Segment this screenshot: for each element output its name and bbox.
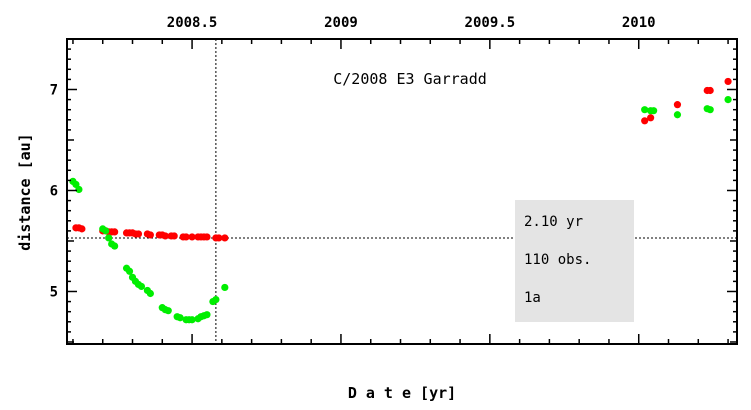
chart-title: C/2008 E3 Garradd [333, 70, 487, 88]
green-data-point [111, 242, 119, 250]
y-tick-label: 6 [50, 183, 58, 199]
info-box-line: 2.10 yr [524, 214, 583, 230]
green-data-point [221, 283, 229, 292]
red-data-point [134, 230, 143, 238]
axis-ticks [67, 38, 737, 344]
red-data-point [170, 232, 178, 240]
green-data-point [125, 267, 134, 275]
red-data-point [188, 233, 196, 241]
red-data-point [724, 77, 732, 86]
info-box-background [515, 200, 634, 322]
green-data-point [164, 307, 172, 315]
green-data-point [102, 227, 110, 235]
green-data-point [706, 106, 714, 114]
x-tick-label: 2010 [622, 15, 656, 31]
green-data-point [137, 282, 146, 291]
red-data-point [161, 232, 169, 240]
green-data-point [203, 311, 211, 319]
info-box-line: 1a [524, 290, 541, 306]
red-data-point [111, 228, 119, 236]
tick-labels: 2008.5 2009 2009.5 2010 5 6 7 [50, 15, 656, 300]
green-data-point [105, 234, 113, 242]
reference-lines [67, 39, 737, 344]
green-data-point [188, 316, 196, 324]
y-tick-label: 5 [50, 284, 58, 300]
green-data-point [212, 295, 220, 304]
green-data-point [176, 314, 184, 322]
x-tick-label: 2009 [324, 15, 358, 31]
red-data-point [641, 117, 649, 125]
plot-frame [66, 38, 738, 345]
x-tick-label: 2009.5 [465, 15, 516, 31]
green-data-point [146, 289, 154, 298]
green-data-point [650, 107, 658, 115]
green-data-point [673, 111, 682, 119]
info-box-line: 110 obs. [524, 252, 591, 268]
red-data-point [78, 225, 86, 233]
red-data-point [215, 234, 223, 242]
red-data-point [706, 86, 714, 95]
red-data-point [647, 114, 655, 122]
red-data-point [182, 233, 190, 241]
x-axis-title: D a t e [yr] [348, 384, 456, 402]
red-data-point [221, 234, 229, 242]
y-axis-title: distance [au] [16, 133, 34, 250]
red-data-point [673, 101, 682, 109]
green-data-point [75, 185, 83, 194]
y-tick-label: 7 [50, 82, 58, 98]
red-data-point [203, 233, 211, 241]
data-points [69, 77, 732, 324]
green-data-point [641, 106, 649, 114]
green-data-point [724, 95, 732, 104]
red-data-point [146, 231, 154, 239]
info-box: 2.10 yr 110 obs. 1a [515, 200, 634, 322]
x-tick-label: 2008.5 [167, 15, 218, 31]
